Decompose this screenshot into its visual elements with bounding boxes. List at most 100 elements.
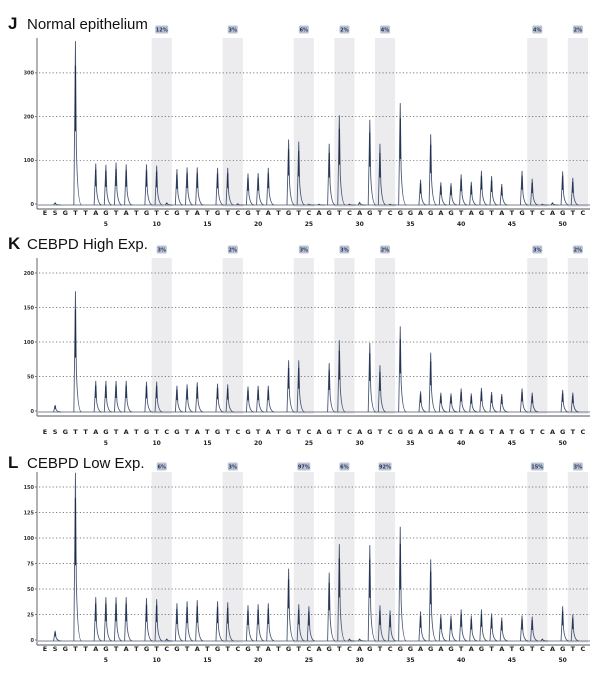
peak [154, 599, 163, 642]
dispensation-base: T [154, 209, 159, 217]
peak [469, 181, 478, 206]
peak [124, 597, 133, 642]
peak [256, 385, 265, 413]
position-label: 20 [254, 657, 262, 664]
peak [459, 388, 468, 413]
peak [215, 167, 224, 206]
dispensation-base: G [479, 428, 484, 436]
dispensation-base: C [581, 428, 586, 436]
position-label: 20 [254, 221, 262, 228]
peak [398, 103, 407, 206]
peak [164, 202, 173, 206]
peak [296, 604, 305, 642]
dispensation-base: G [448, 428, 453, 436]
dispensation-base: G [63, 645, 68, 653]
dispensation-base: A [357, 209, 362, 217]
peak [530, 392, 539, 413]
dispensation-base: G [519, 209, 524, 217]
peak [448, 615, 458, 642]
peak [398, 526, 407, 642]
position-label: 20 [254, 440, 262, 447]
dispensation-base: G [367, 428, 372, 436]
dispensation-base: G [408, 645, 413, 653]
peak [164, 638, 173, 642]
methylation-badge [530, 462, 544, 471]
dispensation-base: G [327, 645, 332, 653]
dispensation-base: E [43, 428, 47, 436]
dispensation-base: A [438, 209, 443, 217]
dispensation-base: A [438, 645, 443, 653]
position-label: 25 [305, 221, 313, 228]
dispensation-base: G [398, 428, 403, 436]
peak [327, 362, 336, 413]
dispensation-base: G [174, 428, 179, 436]
dispensation-base: T [83, 645, 88, 653]
peak [215, 601, 224, 642]
y-tick-label: 100 [24, 340, 35, 346]
position-label: 40 [457, 440, 465, 447]
position-label: 40 [457, 657, 465, 664]
dispensation-base: G [560, 645, 565, 653]
dispensation-base: G [63, 209, 68, 217]
peak [195, 167, 204, 206]
dispensation-base: T [297, 209, 302, 217]
methylation-badge [227, 245, 238, 254]
peak [388, 610, 397, 642]
dispensation-base: S [53, 645, 58, 653]
peak [306, 606, 315, 642]
peak [377, 143, 387, 206]
cpg-site-band [374, 38, 396, 207]
methylation-percent: 4% [381, 28, 390, 34]
dispensation-base: C [347, 645, 352, 653]
dispensation-base: G [479, 645, 484, 653]
methylation-badge [339, 462, 350, 471]
dispensation-base: G [286, 428, 291, 436]
peak [377, 605, 387, 642]
dispensation-base: T [510, 209, 515, 217]
dispensation-base: T [185, 645, 190, 653]
peak [185, 167, 194, 206]
peak [479, 387, 488, 413]
peak [377, 365, 387, 413]
dispensation-base: C [540, 209, 545, 217]
methylation-percent: 6% [300, 28, 309, 34]
dispensation-base: C [581, 645, 586, 653]
dispensation-base: A [499, 209, 504, 217]
peak [225, 602, 234, 642]
dispensation-base: E [43, 645, 47, 653]
peak [469, 615, 478, 642]
dispensation-base: T [225, 645, 230, 653]
dispensation-base: T [571, 645, 576, 653]
peak [560, 389, 569, 413]
peak [540, 638, 549, 642]
peak [448, 393, 458, 413]
y-tick-label: 100 [24, 536, 35, 542]
dispensation-base: T [256, 209, 261, 217]
dispensation-base: T [459, 209, 464, 217]
dispensation-base: T [256, 645, 261, 653]
dispensation-base: G [103, 645, 108, 653]
peak [195, 600, 204, 642]
dispensation-base: G [428, 645, 433, 653]
peak [245, 605, 255, 642]
dispensation-base: A [317, 645, 322, 653]
dispensation-base: T [510, 645, 515, 653]
cpg-site-band [293, 258, 314, 414]
peak [266, 167, 275, 206]
dispensation-base: G [327, 428, 332, 436]
dispensation-base: T [489, 645, 494, 653]
position-label: 30 [355, 440, 363, 447]
peak [73, 41, 82, 206]
dispensation-base: G [560, 209, 565, 217]
peak [560, 606, 569, 642]
dispensation-base: C [540, 428, 545, 436]
dispensation-base: T [459, 428, 464, 436]
dispensation-base: A [124, 209, 129, 217]
cpg-site-band [293, 472, 314, 643]
dispensation-base: T [225, 209, 230, 217]
dispensation-base: A [499, 645, 504, 653]
peak [124, 164, 133, 206]
peak [398, 326, 407, 413]
peak [489, 176, 498, 206]
dispensation-base: T [510, 428, 515, 436]
